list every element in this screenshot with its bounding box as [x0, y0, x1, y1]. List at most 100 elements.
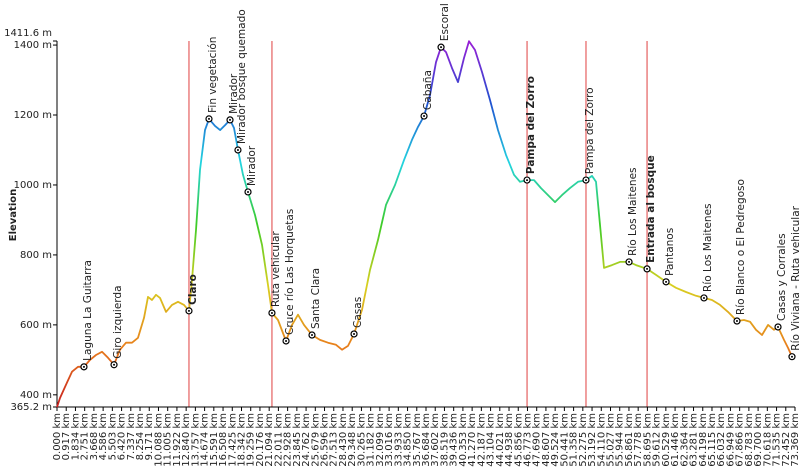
- y-tick-label: 365.2 m: [10, 402, 52, 413]
- x-tick-label: 37.602 km: [430, 413, 441, 467]
- x-tick-label: 41.270 km: [467, 413, 478, 467]
- waypoint-label: Casas: [352, 297, 364, 328]
- waypoint-label: Claro: [187, 274, 199, 305]
- x-tick-label: 11.005 km: [163, 413, 174, 467]
- waypoint-dot: [207, 117, 210, 120]
- waypoint-dot: [247, 190, 250, 193]
- x-tick-label: 55.027 km: [606, 413, 617, 467]
- waypoint-label: Río Viviana - Ruta vehicular: [790, 205, 800, 350]
- waypoint-label: Giro izquierda: [112, 285, 124, 358]
- y-tick-label: 800 m: [20, 250, 52, 261]
- x-tick-label: 24.762 km: [301, 413, 312, 467]
- x-tick-label: 67.866 km: [735, 413, 746, 467]
- x-tick-label: 73.369 km: [790, 413, 800, 467]
- x-tick-label: 6.420 km: [117, 413, 128, 460]
- x-tick-label: 68.783 km: [744, 413, 755, 467]
- waypoint-dot: [665, 280, 668, 283]
- waypoint-dot: [735, 320, 738, 323]
- waypoint-label: Pampa del Zorro: [525, 76, 537, 174]
- x-tick-label: 44.938 km: [504, 413, 515, 467]
- waypoint-dot: [310, 334, 313, 337]
- x-tick-label: 65.115 km: [707, 413, 718, 467]
- x-tick-label: 70.618 km: [762, 413, 773, 467]
- x-tick-label: 1.834 km: [70, 413, 81, 460]
- x-tick-label: 36.684 km: [421, 413, 432, 467]
- x-tick-label: 60.529 km: [661, 413, 672, 467]
- x-tick-label: 25.679 km: [310, 413, 321, 467]
- waypoint-dot: [285, 339, 288, 342]
- waypoint-label: Santa Clara: [310, 268, 322, 329]
- x-tick-label: 30.265 km: [356, 413, 367, 467]
- x-tick-label: 0.917 km: [61, 413, 72, 460]
- waypoint-dot: [236, 148, 239, 151]
- x-tick-label: 19.259 km: [246, 413, 257, 467]
- waypoint-dot: [790, 355, 793, 358]
- waypoint-dot: [702, 296, 705, 299]
- x-tick-label: 5.503 km: [107, 413, 118, 460]
- x-tick-label: 66.032 km: [716, 413, 727, 467]
- x-tick-label: 40.353 km: [458, 413, 469, 467]
- x-tick-label: 54.110 km: [596, 413, 607, 467]
- x-tick-label: 15.591 km: [209, 413, 220, 467]
- waypoint-label: Mirador: [228, 73, 240, 114]
- x-tick-label: 12.840 km: [181, 413, 192, 467]
- waypoint-label: Casas y Corrales: [776, 233, 788, 321]
- x-tick-label: 23.845 km: [292, 413, 303, 467]
- waypoint-dot: [353, 332, 356, 335]
- waypoint-label: Cruce río Las Horquetas: [284, 209, 296, 335]
- elevation-line: [56, 40, 795, 408]
- waypoint-label: Pantanos: [664, 228, 676, 276]
- x-tick-label: 45.856 km: [513, 413, 524, 467]
- waypoint-label: Mirador: [246, 145, 258, 186]
- x-tick-label: 69.700 km: [753, 413, 764, 467]
- x-tick-label: 4.586 km: [98, 413, 109, 460]
- x-tick-label: 29.348 km: [347, 413, 358, 467]
- x-tick-label: 27.513 km: [329, 413, 340, 467]
- waypoint-label: Río Los Maitenes: [627, 167, 639, 255]
- x-tick-label: 34.850 km: [403, 413, 414, 467]
- x-tick-label: 56.861 km: [624, 413, 635, 467]
- x-tick-label: 55.944 km: [615, 413, 626, 467]
- waypoint-dot: [584, 179, 587, 182]
- waypoint-label: Cabaña: [422, 70, 434, 110]
- x-tick-label: 13.757 km: [190, 413, 201, 467]
- x-tick-label: 38.519 km: [439, 413, 450, 467]
- x-tick-label: 39.436 km: [449, 413, 460, 467]
- x-tick-label: 21.094 km: [264, 413, 275, 467]
- x-tick-label: 48.607 km: [541, 413, 552, 467]
- x-tick-label: 2.751 km: [80, 413, 91, 460]
- x-tick-label: 72.452 km: [781, 413, 792, 467]
- waypoint-label: Mirador bosque quemado: [236, 9, 248, 144]
- x-tick-label: 61.446 km: [670, 413, 681, 467]
- x-tick-label: 22.011 km: [273, 413, 284, 467]
- y-tick-label: 1200 m: [14, 110, 52, 121]
- x-tick-label: 50.441 km: [559, 413, 570, 467]
- x-tick-label: 17.425 km: [227, 413, 238, 467]
- x-tick-label: 46.773 km: [522, 413, 533, 467]
- y-tick-label: 1000 m: [14, 180, 52, 191]
- x-tick-label: 52.275 km: [578, 413, 589, 467]
- x-tick-label: 49.524 km: [550, 413, 561, 467]
- x-tick-label: 0.000 km: [52, 413, 63, 460]
- x-tick-label: 28.430 km: [338, 413, 349, 467]
- x-tick-label: 57.778 km: [633, 413, 644, 467]
- waypoint-label: Laguna La Guitarra: [82, 260, 94, 361]
- x-tick-label: 26.596 km: [320, 413, 331, 467]
- x-tick-label: 62.364 km: [679, 413, 690, 467]
- waypoint-dot: [526, 179, 529, 182]
- waypoint-label: Pampa del Zorro: [584, 87, 596, 174]
- x-tick-label: 33.933 km: [393, 413, 404, 467]
- x-tick-label: 71.535 km: [772, 413, 783, 467]
- x-tick-label: 42.187 km: [476, 413, 487, 467]
- x-tick-label: 22.928 km: [283, 413, 294, 467]
- waypoint-dot: [628, 260, 631, 263]
- x-tick-label: 53.192 km: [587, 413, 598, 467]
- waypoint-label: Río Los Maitenes: [702, 203, 714, 291]
- x-tick-label: 58.695 km: [642, 413, 653, 467]
- x-tick-label: 18.342 km: [236, 413, 247, 467]
- x-tick-label: 31.182 km: [366, 413, 377, 467]
- y-tick-label: 1400 m: [14, 40, 52, 51]
- waypoint-dot: [82, 365, 85, 368]
- waypoint-label: Entrada al bosque: [645, 155, 657, 263]
